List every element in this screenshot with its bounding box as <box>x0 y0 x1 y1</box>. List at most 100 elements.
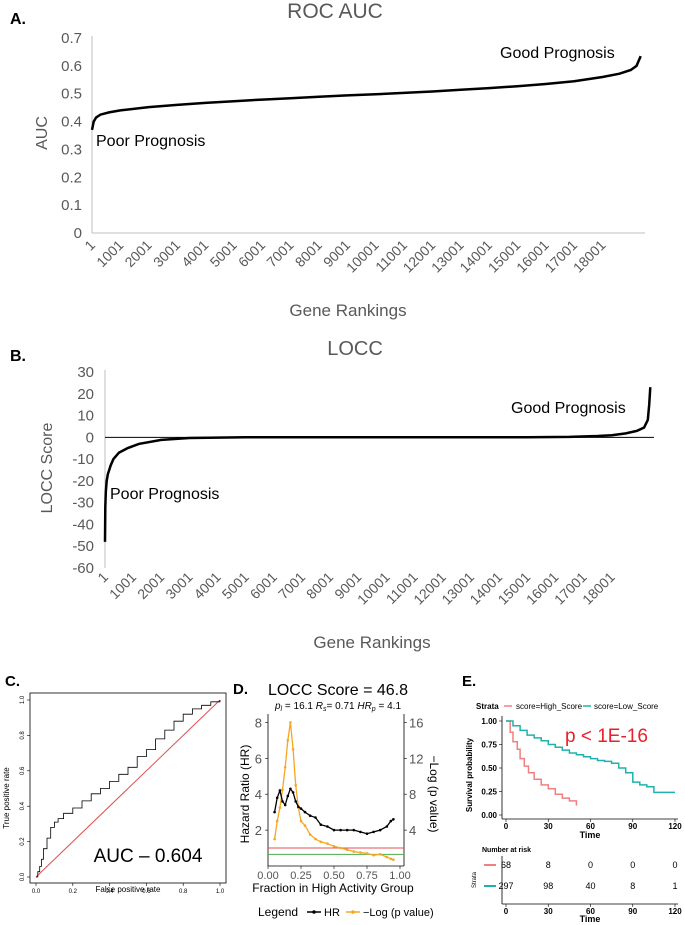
panel-d-legend-logp-label: −Log (p value) <box>363 907 434 919</box>
panel-d-logp-point <box>273 837 276 841</box>
panel-c-xtick-label: 0.4 <box>105 889 114 895</box>
panel-d-logp-point <box>281 788 284 791</box>
panel-b-ytick-label: -10 <box>72 451 94 468</box>
panel-d-hr-point <box>326 825 329 828</box>
panel-d-ytick-label-right: 4 <box>409 823 416 838</box>
panel-d-xtick-label: 1.00 <box>389 870 410 882</box>
panel-d-xtick-label: 0.25 <box>290 870 311 882</box>
panel-e-risk-xtick-label: 90 <box>628 907 637 916</box>
panel-d-logp-point <box>299 819 303 823</box>
panel-e-ytick-label: 1.00 <box>481 717 497 726</box>
panel-e-risk-value: 297 <box>498 881 513 891</box>
panel-c-xtick-label: 0.0 <box>32 889 41 895</box>
panel-a-ytick-label: 0.6 <box>61 58 82 75</box>
panel-b-xtick-label: 7001 <box>275 569 308 602</box>
panel-e-low-score-curve <box>506 720 675 794</box>
panel-e-ytick-label: 0.25 <box>481 788 497 797</box>
panel-d-xtick-label: 0.50 <box>323 870 344 882</box>
panel-d-logp-point <box>385 855 389 859</box>
panel-c-roc-curve: C. True positive rate False positive rat… <box>2 673 203 894</box>
panel-e-strata-label: Strata <box>476 702 499 711</box>
panel-d-logp-point <box>365 852 369 855</box>
panel-d-legend-title: Legend <box>258 905 298 919</box>
panel-a-ytick-label: 0.5 <box>61 86 82 103</box>
panel-a-plot: 0 0.1 0.2 0.3 0.4 0.5 0.6 0.7 110012001300140015… <box>61 30 645 276</box>
panel-e-risk-value: 1 <box>672 881 677 891</box>
panel-c-label: C. <box>5 673 20 690</box>
panel-e-legend-high-label: score=High_Score <box>516 702 583 711</box>
panel-b-xtick-label: 8001 <box>303 569 336 602</box>
panel-d-hr-point <box>365 832 369 835</box>
panel-d-hr-point <box>359 830 362 834</box>
panel-e-risk-xlabel: Time <box>580 914 601 924</box>
panel-d-xtick-label: 0.75 <box>356 870 377 882</box>
panel-b-xtick-label: 2001 <box>134 569 167 602</box>
panel-d-hr-line <box>273 787 394 835</box>
panel-d-xtick-label: 0.00 <box>257 870 278 882</box>
panel-d-hr-point <box>352 828 356 832</box>
panel-e-risk-value: 8 <box>630 881 635 891</box>
panel-c-xtick-label: 0.8 <box>179 889 188 895</box>
panel-e-xtick-label: 120 <box>668 822 682 831</box>
panel-d-ylabel-right: −Log (p value) <box>427 755 441 832</box>
panel-e-risk-value: 40 <box>585 881 595 891</box>
panel-b-xlabel: Gene Rankings <box>313 633 430 652</box>
panel-b-ytick-label: -20 <box>72 473 94 490</box>
panel-a-xtick-label: 3001 <box>150 237 183 270</box>
panel-b-xtick-label: 4001 <box>190 569 223 602</box>
panel-d-subtitle: pl = 16.1 Rs= 0.71 HRp = 4.1 <box>274 701 401 713</box>
panel-d-hr-point <box>319 823 323 826</box>
panel-d-logp-point <box>303 824 307 827</box>
panel-d-hr-point <box>294 800 298 803</box>
panel-c-ytick-label: 0.8 <box>20 731 26 740</box>
panel-d-logp-point <box>326 842 329 845</box>
panel-d-hr-point <box>385 825 389 828</box>
panel-d-ytick-label-right: 16 <box>409 715 423 730</box>
panel-e-risk-xtick-label: 120 <box>668 907 682 916</box>
panel-d-logp-point <box>275 819 279 823</box>
panel-a-label: A. <box>10 11 26 28</box>
panel-d-hr-point <box>303 810 307 814</box>
panel-e-survival: E. Strata score=High_Score score=Low_Sco… <box>462 673 659 924</box>
panel-d-label: D. <box>233 681 248 698</box>
panel-a-good-prognosis: Good Prognosis <box>500 45 615 62</box>
panel-d-logp-point <box>332 845 336 848</box>
panel-b-ytick-label: 10 <box>77 408 94 425</box>
panel-a-auc-curve <box>90 55 642 131</box>
panel-b-ytick-label: -60 <box>72 560 94 577</box>
panel-e-risk-value: 0 <box>630 860 635 870</box>
panel-d-hr-point <box>392 818 395 821</box>
panel-e-risk-strata-label: Strata <box>472 871 478 888</box>
panel-a-xtick-label: 10001 <box>343 237 382 276</box>
panel-d-logp-point <box>359 851 362 854</box>
panel-a-xtick-label: 7001 <box>263 237 296 270</box>
panel-d-hr-point <box>332 828 336 832</box>
panel-d-logp-point <box>319 840 323 844</box>
panel-e-risk-xtick-label: 0 <box>504 907 509 916</box>
panel-d-logp-point <box>286 739 290 742</box>
panel-d-logp-point <box>378 853 382 856</box>
panel-e-xtick-label: 0 <box>504 822 509 831</box>
panel-d-xlabel: Fraction in High Activity Group <box>252 881 414 895</box>
panel-d-logp-point <box>278 806 282 809</box>
panel-d-title: LOCC Score = 46.8 <box>268 682 408 699</box>
panel-b-xtick-label: 1001 <box>106 569 139 602</box>
panel-e-risk-xtick-label: 60 <box>586 907 595 916</box>
panel-d-hr-point <box>286 794 290 798</box>
panel-d-legend: Legend HR −Log (p value) <box>258 905 434 919</box>
panel-a-xtick-label: 4001 <box>178 237 211 270</box>
panel-a-ylabel: AUC <box>34 116 51 150</box>
panel-b-xtick-label: 18001 <box>579 569 618 608</box>
panel-c-ylabel: True positive rate <box>2 767 11 829</box>
panel-e-ytick-label: 0.50 <box>481 764 497 773</box>
panel-a-ytick-label: 0.4 <box>61 114 82 131</box>
panel-d-legend-hr-marker <box>312 910 316 914</box>
panel-d-hr-point <box>299 807 303 810</box>
panel-c-xtick-label: 0.2 <box>69 889 78 895</box>
panel-e-risk-value: 0 <box>588 860 593 870</box>
panel-c-xtick-label: 1.0 <box>216 889 225 895</box>
panel-d-logp-point <box>345 848 349 852</box>
panel-b-xtick-label: 5001 <box>219 569 252 602</box>
panel-d-hr-point <box>289 787 292 791</box>
